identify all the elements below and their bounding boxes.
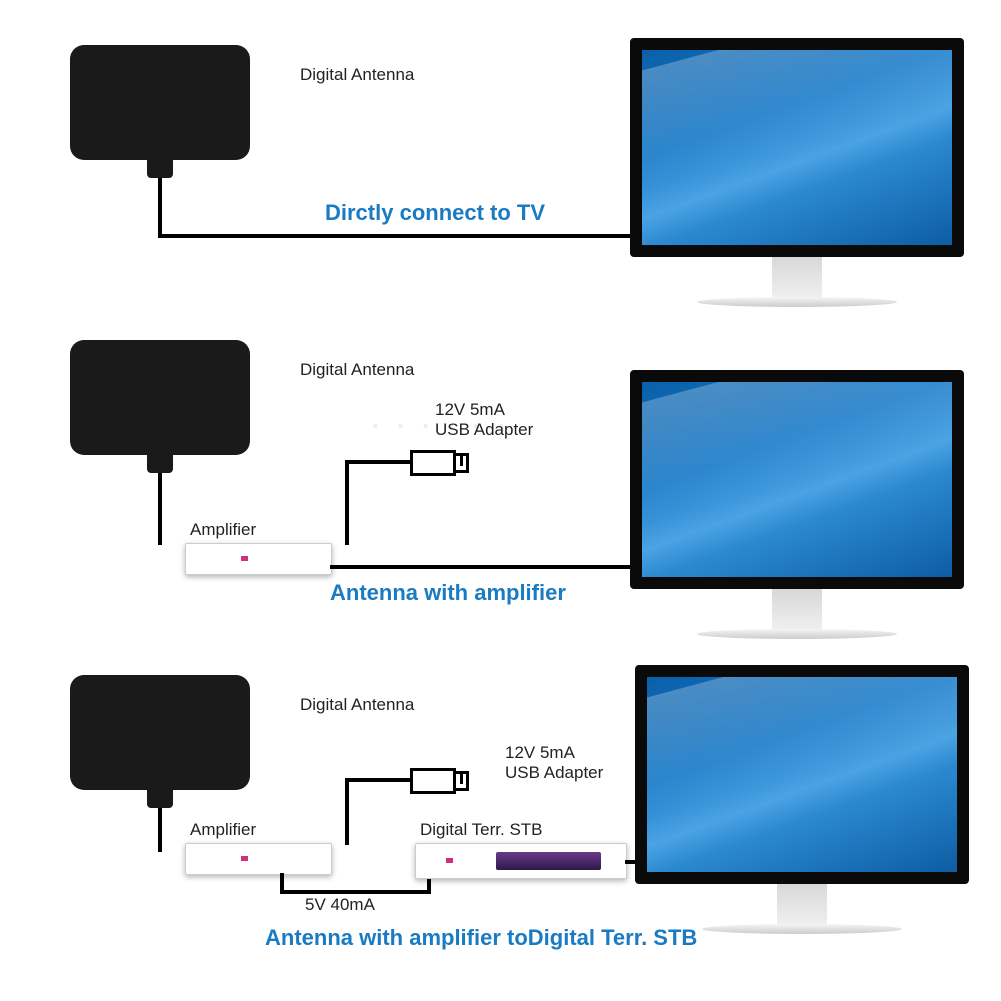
amplifier-icon	[185, 543, 332, 575]
usb-plug-icon	[410, 768, 456, 794]
amplifier-label: Amplifier	[190, 520, 256, 540]
wire	[345, 460, 349, 545]
antenna-icon	[70, 675, 250, 790]
usb-label-2: USB Adapter	[505, 763, 603, 783]
wire	[280, 890, 430, 894]
wire	[158, 808, 162, 852]
wire	[345, 460, 410, 464]
monitor-icon	[630, 370, 964, 639]
monitor-icon	[635, 665, 969, 934]
antenna-icon	[70, 340, 250, 455]
monitor-icon	[630, 38, 964, 307]
amplifier-icon	[185, 843, 332, 875]
wire	[158, 178, 162, 238]
usb-label-1: 12V 5mA	[505, 743, 575, 763]
wire	[427, 877, 431, 894]
caption-direct: Dirctly connect to TV	[325, 200, 545, 226]
antenna-label: Digital Antenna	[300, 695, 414, 715]
usb-label-1: 12V 5mA	[435, 400, 505, 420]
antenna-label: Digital Antenna	[300, 65, 414, 85]
usb-plug-icon	[410, 450, 456, 476]
wire	[330, 565, 640, 569]
stb-label: Digital Terr. STB	[420, 820, 543, 840]
power-label: 5V 40mA	[305, 895, 375, 915]
caption-amplifier: Antenna with amplifier	[330, 580, 566, 606]
stb-icon	[415, 843, 627, 879]
wire	[158, 473, 162, 545]
amplifier-label: Amplifier	[190, 820, 256, 840]
caption-stb: Antenna with amplifier toDigital Terr. S…	[265, 925, 697, 951]
wire	[158, 234, 638, 238]
usb-label-2: USB Adapter	[435, 420, 533, 440]
antenna-label: Digital Antenna	[300, 360, 414, 380]
wire	[345, 778, 349, 845]
antenna-icon	[70, 45, 250, 160]
wire	[345, 778, 410, 782]
